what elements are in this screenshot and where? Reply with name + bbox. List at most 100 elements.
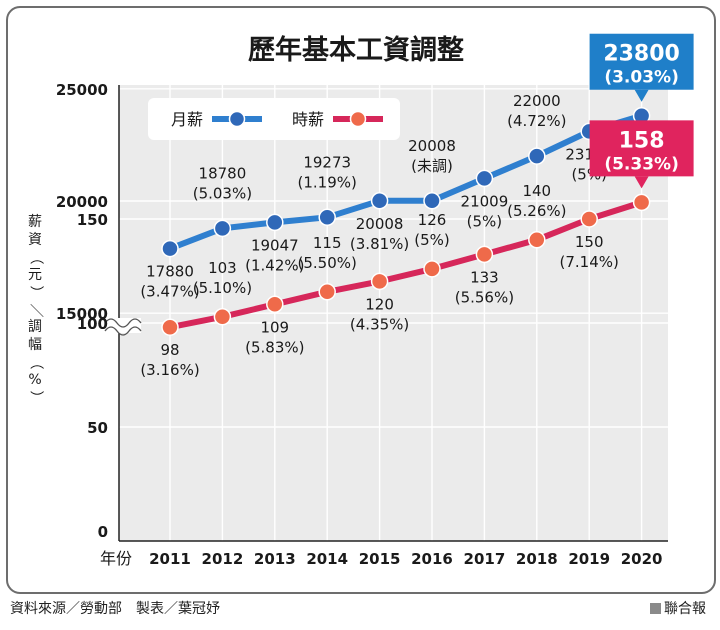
data-label-hourly-change: (4.35%) [350,315,409,333]
data-point-monthly [161,239,179,258]
legend-label-monthly: 月薪 [171,110,203,129]
data-point-hourly [528,231,546,249]
data-point-hourly [370,272,389,291]
legend-marker-hourly [349,110,367,128]
data-label-hourly-value: 115 [313,234,342,252]
series-line-monthly [168,112,643,252]
x-tick-label: 2020 [621,550,663,568]
data-point-monthly [318,208,336,227]
y-axis-label-char: 資 [28,231,42,248]
y-axis-label-char: % [28,371,42,388]
y-axis-label-char: ／ [27,303,44,317]
data-label-hourly-value: 120 [365,295,394,313]
y-tick-label: 150 [77,211,108,229]
callout-hourly-change: (5.33%) [604,154,679,174]
axis-break-mark [104,318,142,328]
data-label-monthly-change: (未調) [411,157,453,175]
callout-monthly-pointer [634,89,649,102]
x-tick-label: 2016 [411,550,453,568]
data-point-monthly [370,192,389,210]
data-label-monthly-change: (5.03%) [193,184,252,202]
y-axis-label-char: （ [27,355,44,370]
data-label-monthly-change: (5%) [467,212,503,230]
y-tick-label: 20000 [56,193,108,211]
data-point-monthly [213,219,232,238]
x-tick-label: 2019 [568,550,610,568]
y-tick-label: 50 [87,419,108,437]
data-label-hourly-change: (5.26%) [507,202,566,220]
data-point-hourly [475,245,494,264]
y-tick-label: 25000 [56,81,108,99]
data-point-hourly [318,283,336,301]
callout-monthly-change: (3.03%) [604,68,679,88]
data-label-hourly-value: 140 [522,182,551,200]
x-tick-label: 2012 [202,550,244,568]
data-label-hourly-value: 126 [418,211,447,229]
data-label-hourly-value: 98 [160,341,179,359]
callout-hourly-box [589,120,694,177]
callout-hourly-value: 158 [619,128,665,153]
data-label-monthly-change: (1.42%) [245,256,304,274]
callout-monthly-value: 23800 [603,42,680,67]
data-label-hourly-value: 109 [260,318,289,336]
data-label-monthly-change: (3.81%) [350,235,409,253]
data-label-monthly-value: 20008 [356,215,404,233]
data-label-hourly-change: (5.50%) [298,254,357,272]
y-axis-label-char: 元 [28,266,42,283]
axis-break-mark [104,326,142,336]
chart-title: 歷年基本工資調整 [248,34,464,66]
x-tick-label: 2018 [516,550,558,568]
data-label-hourly-change: (7.14%) [560,253,619,271]
data-label-monthly-change: (4.72%) [507,112,566,130]
x-axis-label: 年份 [100,549,132,568]
data-label-monthly-value: 19273 [303,153,351,171]
data-label-hourly-value: 133 [470,268,499,286]
data-label-hourly-change: (5.56%) [455,288,514,306]
legend-label-hourly: 時薪 [292,110,324,129]
data-label-monthly-change: (1.19%) [298,173,357,191]
y-tick-label: 15000 [56,305,108,323]
data-label-monthly-value: 20008 [408,137,456,155]
data-label-monthly-value: 19047 [251,236,299,254]
y-axis-label-char: 薪 [28,214,42,230]
x-tick-label: 2017 [464,550,506,568]
data-label-monthly-value: 22000 [513,92,561,110]
y-axis-label-char: ） [27,285,44,300]
data-point-monthly [528,147,546,165]
y-axis-label-char: 幅 [28,336,42,353]
data-label-monthly-value: 18780 [199,164,247,182]
data-label-hourly-change: (5.83%) [245,338,304,356]
data-point-hourly [580,210,598,228]
x-tick-label: 2015 [359,550,401,568]
footer-credit: 聯合報 [650,598,706,618]
y-axis-label-char: （ [27,250,44,265]
y-axis-label-char: 調 [28,319,42,335]
data-label-hourly-change: (5.10%) [193,279,252,297]
data-point-monthly [475,169,494,188]
y-axis-label-char: ） [27,390,44,405]
data-point-monthly [266,213,284,232]
footer-source: 資料來源／勞動部 製表／葉冠妤 [10,601,220,617]
legend-box [148,98,400,140]
data-point-hourly [423,260,441,278]
data-point-monthly [423,192,441,210]
callout-monthly-box [589,33,694,90]
data-label-hourly-value: 150 [575,233,604,251]
callout-hourly-pointer [634,176,649,189]
data-label-monthly-value: 17880 [146,263,194,281]
y-tick-label: 0 [98,523,108,541]
data-label-monthly-change: (3.47%) [140,283,199,301]
data-point-hourly [213,308,232,326]
legend: 月薪 時薪 [148,98,400,140]
data-point-hourly [266,295,284,314]
data-label-hourly-change: (3.16%) [140,361,199,379]
legend-marker-monthly [228,110,246,128]
data-label-hourly-value: 103 [208,259,237,277]
y-tick-label: 100 [77,315,108,333]
series-line-hourly [169,199,643,331]
data-label-monthly-value: 21009 [461,192,509,210]
x-tick-label: 2011 [149,550,191,568]
x-tick-label: 2013 [254,550,296,568]
data-label-hourly-change: (5%) [414,231,450,249]
